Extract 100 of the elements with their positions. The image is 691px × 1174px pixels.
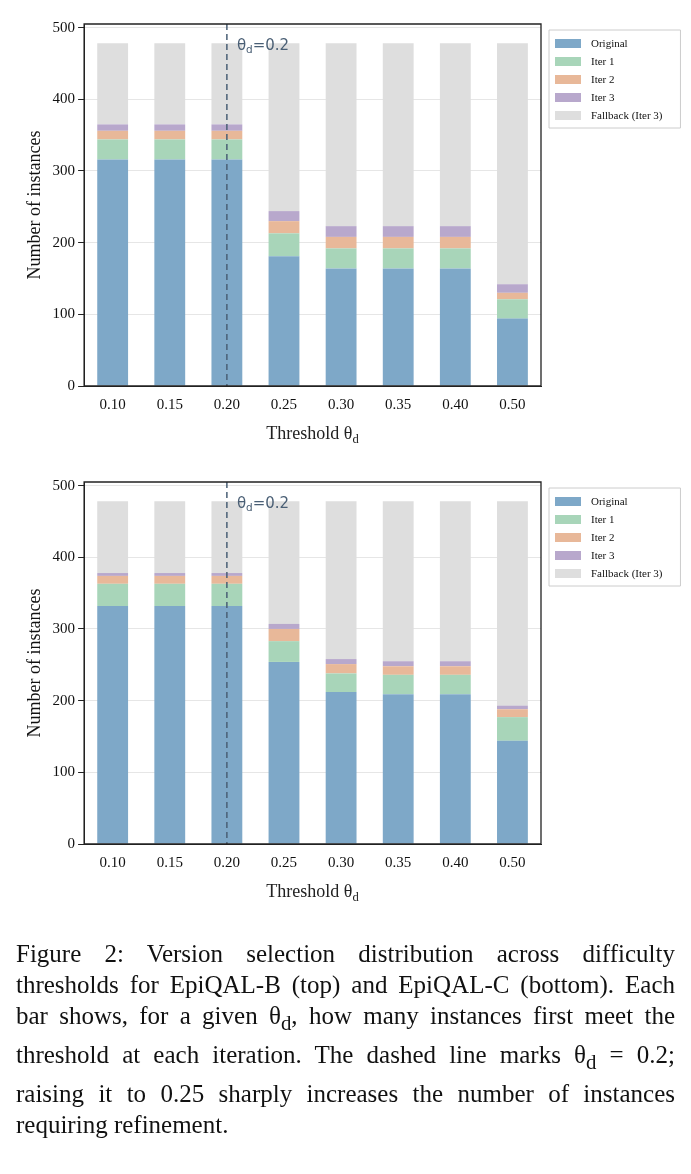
y-axis-title: Number of instances — [23, 130, 44, 280]
bar — [382, 268, 414, 386]
x-tick-label: 0.30 — [327, 853, 355, 870]
y-tick-label: 500 — [52, 18, 76, 35]
bar — [439, 666, 471, 675]
y-tick-label: 200 — [52, 691, 76, 708]
legend-label: Iter 3 — [591, 90, 616, 103]
bar — [325, 248, 357, 269]
bar — [97, 130, 129, 140]
y-tick-label: 500 — [52, 476, 76, 493]
bar — [325, 664, 357, 674]
bar — [97, 159, 129, 386]
y-tick-label: 300 — [52, 619, 76, 636]
bar — [154, 130, 186, 140]
x-tick-label: 0.20 — [213, 395, 241, 412]
bar — [268, 623, 300, 629]
bar — [497, 284, 528, 293]
x-tick-label: 0.25 — [270, 853, 298, 870]
y-tick-label: 400 — [52, 548, 76, 565]
bar — [211, 583, 243, 607]
y-tick-label: 400 — [52, 90, 76, 107]
x-tick-label: 0.50 — [499, 395, 526, 412]
bar — [97, 139, 129, 160]
legend-label: Iter 2 — [591, 530, 615, 543]
bar — [439, 268, 471, 386]
bar — [211, 124, 243, 131]
bar — [382, 226, 414, 237]
legend-label: Fallback (Iter 3) — [591, 108, 663, 122]
bar — [439, 248, 471, 269]
bar — [497, 299, 528, 319]
bar — [382, 674, 414, 695]
bar — [497, 318, 528, 386]
bar — [439, 226, 471, 237]
y-tick-label: 300 — [52, 161, 76, 178]
bar — [268, 661, 300, 844]
bar — [382, 248, 414, 269]
bar — [154, 139, 186, 160]
bar — [211, 573, 243, 576]
bar — [325, 268, 357, 386]
bar — [497, 709, 528, 718]
bar — [97, 583, 129, 607]
bar — [154, 575, 186, 584]
bar — [268, 641, 300, 662]
legend-label: Original — [591, 36, 628, 49]
text: Figure 2: Version selection distribution across difficulty thresholds for EpiQAL-B (top) and EpiQAL-C (bottom). Each bar shows, for a given θ$_{d}$, how many instances first meet the threshold at each iteration. The dashed line marks θ$_{d}$ = 0.2; raising it to 0.25 sharply increases the number of instances requiring refinement. — [16, 940, 675, 1138]
bar — [439, 674, 471, 695]
y-tick-label: 200 — [52, 233, 76, 250]
x-tick-label: 0.10 — [99, 853, 126, 870]
bar — [211, 130, 243, 140]
legend-label: Iter 1 — [591, 512, 615, 525]
bar — [268, 211, 300, 222]
legend-label: Iter 1 — [591, 54, 615, 67]
bar — [211, 139, 243, 160]
x-tick-label: 0.30 — [327, 395, 355, 412]
y-axis-title: Number of instances — [23, 588, 44, 738]
x-tick-label: 0.15 — [156, 395, 183, 412]
x-tick-label: 0.35 — [385, 853, 412, 870]
bar — [97, 124, 129, 131]
bar — [325, 236, 357, 249]
bar — [97, 573, 129, 576]
bar — [268, 221, 300, 234]
y-tick-label: 100 — [52, 305, 76, 322]
bar — [154, 606, 186, 844]
bar — [268, 233, 300, 257]
y-tick-label: 0 — [67, 834, 76, 851]
legend-label: Original — [591, 494, 628, 507]
bar — [439, 694, 471, 844]
x-tick-label: 0.40 — [442, 395, 469, 412]
legend-label: Iter 3 — [591, 548, 616, 561]
bar — [497, 740, 528, 844]
bar — [439, 236, 471, 249]
bar — [325, 692, 357, 844]
bar — [497, 717, 528, 741]
bar — [497, 292, 528, 300]
x-tick-label: 0.50 — [499, 853, 526, 870]
bar — [325, 226, 357, 237]
legend-label: Iter 2 — [591, 72, 615, 85]
bar — [268, 256, 300, 386]
bar — [154, 583, 186, 607]
bar — [382, 236, 414, 249]
bar — [211, 575, 243, 584]
y-tick-label: 100 — [52, 763, 76, 780]
legend-label: Fallback (Iter 3) — [591, 566, 663, 580]
bar — [211, 159, 243, 386]
bar — [97, 575, 129, 584]
x-tick-label: 0.15 — [156, 853, 183, 870]
bar — [325, 673, 357, 693]
x-tick-label: 0.25 — [270, 395, 298, 412]
bar — [382, 661, 414, 667]
x-tick-label: 0.35 — [385, 395, 412, 412]
bar — [439, 661, 471, 667]
bar — [268, 628, 300, 642]
bar — [154, 159, 186, 386]
bar — [154, 124, 186, 131]
x-tick-label: 0.10 — [99, 395, 126, 412]
bar — [325, 659, 357, 665]
y-tick-label: 0 — [67, 376, 76, 393]
x-tick-label: 0.40 — [442, 853, 469, 870]
bar — [382, 666, 414, 675]
bar — [382, 694, 414, 844]
